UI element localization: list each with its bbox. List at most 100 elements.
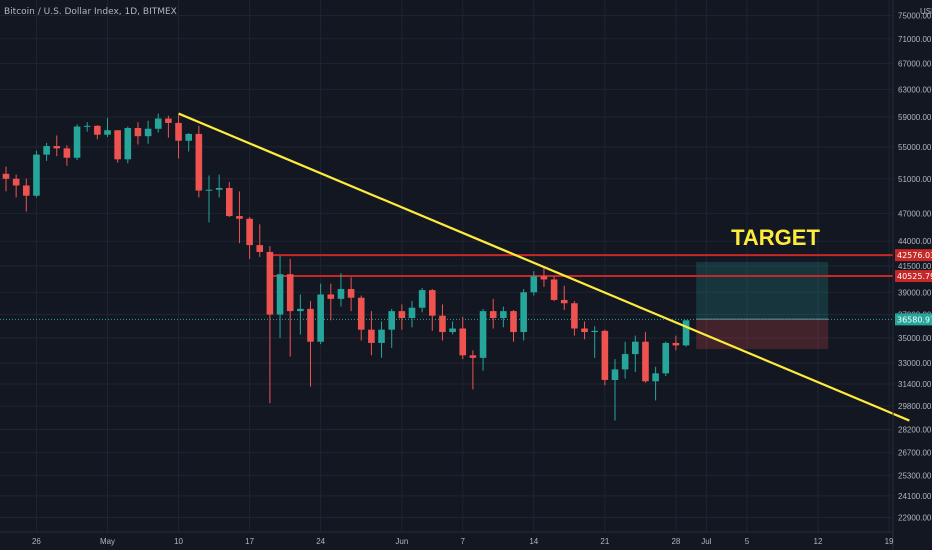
- long-position-tool[interactable]: [696, 261, 829, 350]
- price-label-text: 40525.79: [897, 272, 932, 281]
- candle-body: [449, 328, 456, 333]
- price-tick-label: 31400.00: [898, 380, 932, 389]
- candle-body: [378, 329, 385, 343]
- candle-body: [530, 276, 538, 293]
- candle: [317, 283, 324, 345]
- candle-body: [469, 355, 477, 358]
- candle: [205, 175, 213, 223]
- candle-body: [560, 299, 568, 304]
- candle-body: [23, 185, 30, 196]
- candle: [459, 316, 467, 360]
- candle: [520, 289, 527, 341]
- price-axis-label: 40525.79: [895, 270, 932, 283]
- candle: [398, 304, 406, 330]
- candle-body: [601, 330, 609, 380]
- price-tick-label: 25300.00: [898, 471, 932, 480]
- candle-body: [347, 289, 355, 298]
- candle-body: [510, 311, 517, 333]
- candle-body: [652, 373, 659, 382]
- time-tick-label: 24: [316, 537, 325, 546]
- time-tick-label: 19: [885, 537, 894, 546]
- candle-body: [611, 369, 619, 380]
- candle-body: [682, 320, 690, 346]
- candle: [124, 126, 132, 164]
- horizontal-price-lines[interactable]: [0, 254, 893, 320]
- candle: [439, 304, 446, 341]
- time-tick-label: Jun: [395, 537, 408, 546]
- candle: [236, 191, 243, 244]
- candle: [23, 178, 30, 212]
- price-tick-labels: 75000.00 71000.00 67000.00 63000.00 59000.00…: [898, 12, 932, 523]
- candle-body: [489, 311, 497, 318]
- time-tick-label: 14: [529, 537, 538, 546]
- price-tick-label: 44000.00: [898, 237, 932, 246]
- price-tick-label: 75000.00: [898, 12, 932, 21]
- candle: [73, 124, 81, 161]
- candle-body: [94, 125, 101, 135]
- candle: [489, 298, 497, 329]
- target-annotation[interactable]: TARGET: [731, 225, 820, 250]
- candle-body: [500, 311, 507, 318]
- candle-body: [53, 146, 61, 149]
- price-tick-label: 28200.00: [898, 425, 932, 434]
- time-tick-label: 7: [461, 537, 466, 546]
- price-label-bg: [895, 270, 932, 283]
- candle-body: [581, 328, 588, 333]
- candle: [357, 295, 365, 341]
- price-axis[interactable]: USD: [892, 0, 932, 550]
- price-tick-label: 71000.00: [898, 35, 932, 44]
- candle-body: [215, 188, 223, 190]
- price-tick-label: 41500.00: [898, 262, 932, 271]
- trendline-segment[interactable]: [178, 112, 910, 422]
- currency-label[interactable]: USD: [920, 7, 932, 16]
- candle: [591, 326, 598, 358]
- trendline[interactable]: [178, 112, 910, 422]
- candle: [662, 341, 670, 376]
- candle-body: [266, 251, 274, 315]
- candle-body: [591, 330, 598, 333]
- candle: [510, 310, 517, 342]
- candle-body: [286, 274, 294, 312]
- candle: [581, 321, 588, 340]
- candle: [307, 301, 314, 387]
- candle-body: [124, 128, 132, 160]
- candle: [682, 320, 690, 347]
- candle-body: [632, 341, 639, 355]
- candle: [154, 113, 162, 133]
- candle: [571, 301, 578, 336]
- candle-body: [540, 276, 548, 280]
- time-axis[interactable]: 26 May 10 17 24 Jun 7 14 21 28 Jul 5 12 19: [0, 531, 894, 546]
- time-tick-label: 12: [814, 537, 823, 546]
- stop-zone[interactable]: [696, 319, 829, 350]
- candle: [632, 335, 639, 373]
- time-tick-label: 26: [32, 537, 41, 546]
- price-tick-label: 29800.00: [898, 402, 932, 411]
- candle: [185, 133, 192, 152]
- candle-body: [33, 154, 40, 196]
- candle-body: [104, 130, 111, 135]
- candle: [378, 321, 385, 358]
- price-tick-label: 35000.00: [898, 334, 932, 343]
- candle: [144, 120, 152, 144]
- candle: [43, 143, 50, 161]
- time-tick-label: 28: [671, 537, 680, 546]
- candle-body: [256, 245, 264, 252]
- candle-body: [276, 274, 284, 315]
- candle: [286, 258, 294, 357]
- candle: [560, 285, 568, 311]
- candle-body: [571, 303, 578, 329]
- candle-body: [479, 311, 487, 358]
- candle: [104, 117, 111, 137]
- candle: [418, 287, 426, 313]
- price-tick-label: 24100.00: [898, 492, 932, 501]
- candle: [94, 125, 101, 140]
- candle-body: [327, 294, 335, 299]
- candle-body: [439, 315, 446, 333]
- price-tick-label: 51000.00: [898, 175, 932, 184]
- candle: [276, 255, 284, 339]
- price-axis-labels: 42576.03 40525.79 36580.97: [895, 249, 932, 326]
- candle-body: [73, 126, 81, 158]
- profit-zone[interactable]: [696, 261, 829, 320]
